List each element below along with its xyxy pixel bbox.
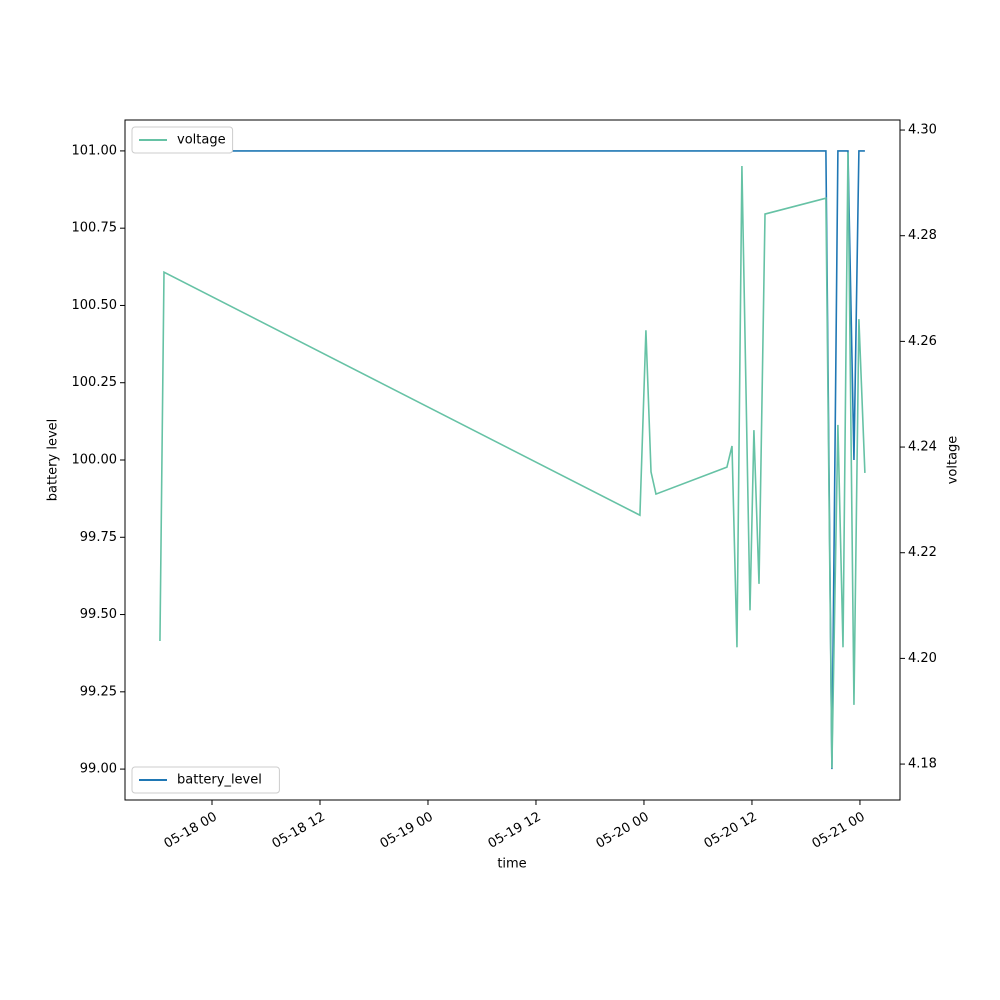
y-tick-label: 100.25 (72, 375, 118, 390)
y-tick-label: 99.25 (80, 684, 117, 699)
y-tick-label: 99.50 (80, 607, 117, 622)
legend: battery_level (131, 766, 280, 794)
plot-frame (124, 119, 901, 801)
y2-tick-label: 4.24 (908, 440, 937, 455)
y-axis-label: battery level (46, 419, 61, 502)
y2-tick-label: 4.20 (908, 651, 937, 666)
series-line (159, 152, 866, 769)
series-line (159, 150, 865, 770)
y2-tick-label: 4.18 (908, 757, 937, 772)
y-tick-label: 99.75 (80, 530, 117, 545)
legend-label: battery_level (177, 773, 262, 788)
x-tick-label: 05-21 00 (810, 810, 868, 852)
x-axis-label: time (497, 857, 526, 872)
y-tick-label: 101.00 (72, 143, 118, 158)
x-tick-label: 05-20 12 (702, 810, 760, 852)
y-tick-label: 100.00 (72, 453, 118, 468)
legend-label: voltage (177, 133, 226, 148)
y2-tick-label: 4.26 (908, 334, 937, 349)
y-tick-label: 100.50 (72, 298, 118, 313)
legend-box (131, 766, 280, 794)
x-tick-label: 05-18 00 (162, 810, 220, 852)
x-tick-label: 05-19 12 (486, 810, 544, 852)
y2-tick-label: 4.22 (908, 545, 937, 560)
x-tick-label: 05-18 12 (270, 810, 328, 852)
y-tick-label: 100.75 (72, 221, 118, 236)
x-tick-label: 05-19 00 (378, 810, 436, 852)
x-tick-label: 05-20 00 (594, 810, 652, 852)
y2-tick-label: 4.28 (908, 228, 937, 243)
y2-axis-label: voltage (946, 436, 961, 485)
legend-box (131, 126, 234, 154)
legend: voltage (131, 126, 234, 154)
y-tick-label: 99.00 (80, 762, 117, 777)
y2-tick-label: 4.30 (908, 123, 937, 138)
